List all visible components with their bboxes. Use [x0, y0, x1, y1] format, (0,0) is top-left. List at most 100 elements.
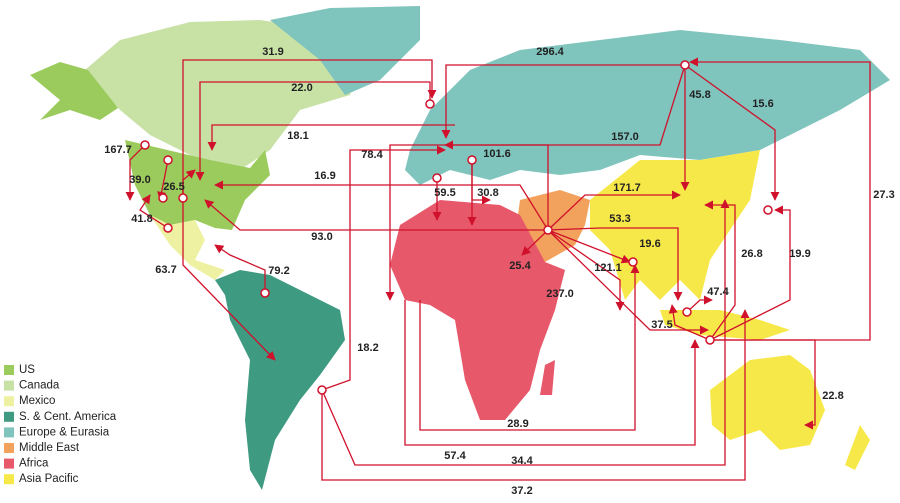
flow-arrow: [214, 180, 549, 231]
flow-arrow: [195, 81, 431, 181]
flow-arrow: [419, 264, 640, 431]
flow-label: 27.3: [873, 189, 894, 201]
region-new-zealand: [845, 425, 870, 470]
flow-arrow: [521, 229, 549, 256]
legend-label: Asia Pacific: [19, 473, 79, 485]
origin-node: [432, 173, 442, 183]
origin-node: [317, 385, 327, 395]
legend-swatch: [4, 474, 14, 485]
flow-label: 41.8: [131, 213, 152, 225]
flow-label: 26.8: [741, 248, 762, 260]
legend-label: Mexico: [19, 395, 55, 407]
flow-label: 28.9: [507, 418, 528, 430]
flow-arrow: [471, 160, 491, 205]
flow-arrow: [157, 159, 169, 201]
flow-arrow: [182, 59, 437, 198]
region-africa: [390, 200, 565, 420]
region-us: [125, 140, 270, 230]
flow-labels: 31.9 296.4 22.0 45.8 15.6 18.1 157.0 167…: [104, 46, 894, 497]
flow-label: 22.8: [822, 390, 843, 402]
flow-arrow: [686, 295, 713, 313]
flow-arrow: [204, 199, 548, 231]
flow-label: 53.3: [609, 213, 630, 225]
flow-label: 57.4: [444, 450, 466, 462]
origin-node: [425, 99, 435, 109]
flow-arrow: [125, 144, 146, 201]
flow-arrow: [709, 205, 791, 341]
region-alaska: [30, 62, 118, 120]
flow-arrow: [404, 300, 700, 446]
legend-label: Middle East: [19, 442, 80, 454]
region-madagascar: [540, 360, 555, 395]
origin-node: [705, 335, 715, 345]
origin-node: [543, 225, 553, 235]
flow-arrow: [321, 145, 446, 391]
legend-label: US: [19, 364, 35, 376]
flow-arrow: [182, 198, 276, 361]
flow-arrow: [139, 194, 169, 229]
flow-label: 157.0: [611, 131, 639, 143]
legend-label: Europe & Eurasia: [19, 426, 110, 438]
flow-arrow: [668, 304, 711, 341]
flow-arrow: [207, 124, 455, 151]
flow-label: 18.1: [287, 130, 308, 142]
flow-label: 296.4: [536, 46, 564, 58]
flow-arrows: [125, 57, 871, 481]
flow-label: 79.2: [268, 265, 289, 277]
legend-swatch: [4, 427, 14, 438]
flow-arrow: [547, 227, 683, 301]
flow-label: 37.2: [511, 485, 532, 497]
origin-node: [163, 223, 173, 233]
flow-label: 19.9: [789, 248, 810, 260]
flow-label: 47.4: [707, 286, 729, 298]
flow-label: 45.8: [689, 89, 710, 101]
flow-label: 31.9: [262, 46, 283, 58]
flow-arrow: [321, 309, 750, 481]
origin-node: [680, 60, 690, 70]
region-canada: [85, 20, 360, 170]
flow-label: 18.2: [357, 342, 378, 354]
origin-node: [628, 257, 638, 267]
legend-swatch: [4, 396, 14, 407]
flow-label: 167.7: [104, 144, 132, 156]
origin-node: [163, 155, 173, 165]
flow-label: 93.0: [311, 231, 332, 243]
flow-label: 101.6: [483, 148, 511, 160]
flow-label: 39.0: [129, 174, 150, 186]
region-eurasia: [405, 30, 890, 185]
flow-label: 22.0: [291, 82, 312, 94]
flow-origins: [140, 60, 773, 395]
flow-label: 237.0: [546, 288, 574, 300]
flow-arrow: [321, 199, 730, 466]
legend-swatch: [4, 458, 14, 469]
legend-swatch: [4, 443, 14, 453]
region-south-america: [215, 270, 345, 490]
flow-arrow: [547, 229, 709, 335]
region-greenland: [270, 6, 420, 95]
flow-arrow: [385, 144, 549, 301]
flow-arrow: [214, 244, 266, 293]
flow-arrow: [547, 190, 681, 231]
flow-label: 15.6: [752, 98, 773, 110]
flow-label: 16.9: [314, 170, 335, 182]
origin-node: [763, 205, 773, 215]
flow-arrow: [704, 200, 736, 341]
flow-label: 25.4: [509, 260, 531, 272]
origin-node: [467, 155, 477, 165]
flow-label: 63.7: [155, 264, 176, 276]
flow-arrow: [684, 64, 780, 201]
origin-node: [140, 140, 150, 150]
origin-node: [158, 193, 168, 203]
flow-arrow: [182, 169, 196, 198]
legend-label: Canada: [19, 380, 60, 392]
legend-label: Africa: [19, 458, 49, 470]
flow-label: 26.5: [163, 181, 184, 193]
legend-label: S. & Cent. America: [19, 411, 117, 423]
origin-node: [682, 307, 692, 317]
flow-label: 121.1: [594, 262, 622, 274]
flow-arrow: [441, 64, 685, 139]
flow-label: 19.6: [639, 238, 660, 250]
legend-swatch: [4, 380, 14, 391]
flow-label: 37.5: [651, 319, 672, 331]
